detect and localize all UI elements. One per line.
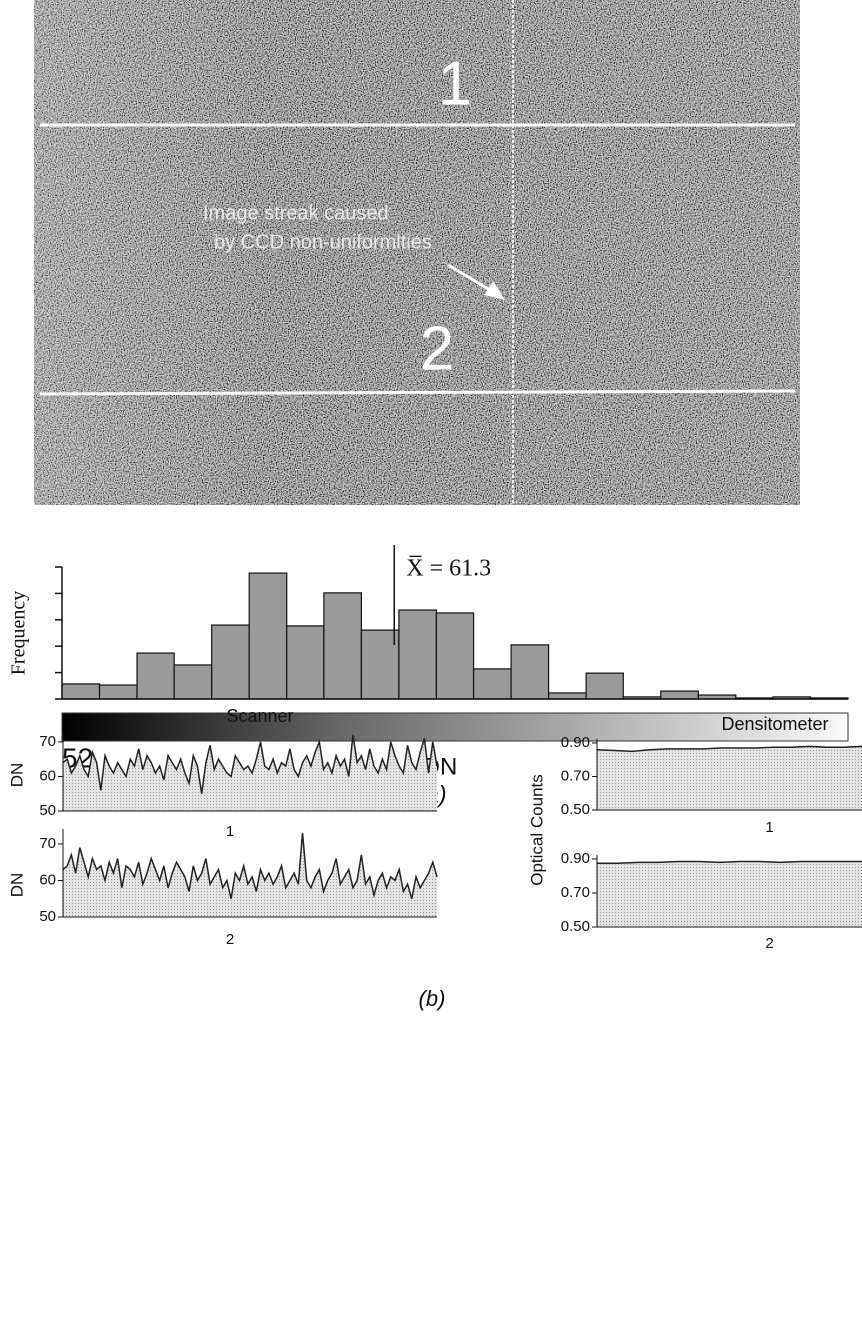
x-axis-label: 1 xyxy=(765,819,773,836)
bar xyxy=(286,625,325,700)
bar xyxy=(61,683,101,700)
region-label: 1 xyxy=(438,49,472,118)
bar xyxy=(435,612,475,700)
chart-title: Densitometer xyxy=(721,714,828,734)
x-axis-label: 2 xyxy=(765,935,773,952)
chart-title: Scanner xyxy=(226,706,293,726)
caption: (b) xyxy=(419,986,446,1011)
line xyxy=(62,734,438,794)
y-tick-label: 0.50 xyxy=(561,801,590,818)
y-tick-label: 70 xyxy=(39,733,56,750)
y-tick-label: 70 xyxy=(39,835,56,852)
arrow xyxy=(447,263,496,295)
bar xyxy=(248,572,288,700)
y-axis-label: Frequency xyxy=(8,591,30,675)
bar xyxy=(660,690,699,700)
annotation: Image streak caused xyxy=(203,202,389,224)
x-axis-label: 1 xyxy=(226,823,234,840)
y-axis-label: DN xyxy=(7,763,26,788)
y-tick-label: 50 xyxy=(39,802,56,819)
area xyxy=(597,861,862,927)
area xyxy=(63,833,437,917)
bar xyxy=(510,644,550,700)
line xyxy=(597,860,862,864)
y-tick-label: 50 xyxy=(39,908,56,925)
bar xyxy=(173,664,213,700)
y-tick-label: 0.70 xyxy=(561,767,590,784)
y-tick-label: 0.90 xyxy=(561,734,590,751)
shading xyxy=(34,0,800,505)
mean-label: X̅ = 61.3 xyxy=(406,556,491,582)
ccd-image: 1 2 Image streak caused by CCD non-unifo… xyxy=(34,0,800,505)
y-tick-label: 0.70 xyxy=(561,884,590,901)
y-tick-label: 60 xyxy=(39,871,56,888)
y-tick-label: 0.90 xyxy=(561,850,590,867)
area xyxy=(597,746,862,810)
y-tick-label: 60 xyxy=(39,767,56,784)
line xyxy=(62,832,438,899)
bar xyxy=(360,629,400,700)
bar xyxy=(398,609,438,700)
region-label: 2 xyxy=(420,314,454,383)
y-tick-label: 0.50 xyxy=(561,918,590,935)
bar xyxy=(585,672,624,700)
bar xyxy=(98,684,138,700)
bar xyxy=(323,592,362,700)
y-axis-label: DN xyxy=(7,873,26,898)
bar xyxy=(548,692,587,700)
profile-line xyxy=(39,389,796,396)
arrow-head xyxy=(484,281,505,300)
bar xyxy=(136,652,175,700)
x-axis-label: 2 xyxy=(226,931,234,948)
area xyxy=(63,735,437,811)
bar xyxy=(211,624,250,700)
gray-scale-bar xyxy=(61,712,849,742)
annotation: by CCD non-uniformlties xyxy=(214,231,432,253)
y-axis-label: Optical Counts xyxy=(527,774,546,886)
line xyxy=(596,745,862,753)
bar xyxy=(472,668,512,700)
